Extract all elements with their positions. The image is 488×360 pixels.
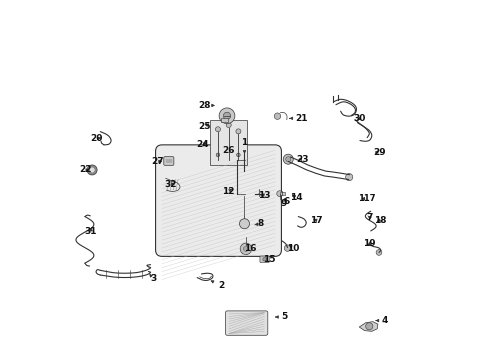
FancyBboxPatch shape	[210, 121, 246, 165]
Text: 5: 5	[275, 312, 287, 321]
Circle shape	[365, 323, 372, 330]
FancyBboxPatch shape	[155, 145, 281, 256]
Text: 14: 14	[289, 193, 302, 202]
Circle shape	[219, 108, 234, 124]
Text: 117: 117	[358, 194, 375, 203]
Circle shape	[226, 122, 231, 127]
Text: 7: 7	[366, 213, 372, 222]
Text: 25: 25	[198, 122, 210, 131]
Bar	[279, 192, 284, 195]
Text: 32: 32	[164, 180, 177, 189]
Circle shape	[243, 246, 248, 251]
Text: 17: 17	[309, 216, 322, 225]
Text: 20: 20	[90, 134, 103, 143]
Text: 19: 19	[362, 239, 375, 248]
Circle shape	[240, 243, 251, 255]
Circle shape	[216, 153, 219, 157]
Text: 4: 4	[375, 316, 387, 325]
Text: 22: 22	[80, 166, 92, 175]
Circle shape	[345, 174, 352, 181]
Text: 24: 24	[196, 140, 208, 149]
Circle shape	[215, 127, 220, 132]
Polygon shape	[359, 321, 377, 331]
Circle shape	[283, 154, 293, 164]
Text: 15: 15	[262, 255, 275, 264]
Circle shape	[375, 249, 381, 255]
Text: 8: 8	[254, 219, 263, 228]
Circle shape	[87, 165, 97, 175]
Circle shape	[90, 168, 94, 172]
Text: 28: 28	[198, 101, 214, 110]
Circle shape	[239, 219, 249, 229]
Text: 13: 13	[258, 190, 270, 199]
Text: 6: 6	[283, 197, 289, 206]
FancyBboxPatch shape	[260, 256, 269, 262]
Bar	[221, 118, 228, 122]
Text: 26: 26	[222, 146, 234, 155]
Text: 1: 1	[241, 138, 247, 153]
Text: 9: 9	[280, 199, 286, 208]
Text: 23: 23	[296, 155, 308, 164]
Circle shape	[284, 245, 290, 251]
Circle shape	[223, 112, 230, 120]
Text: 21: 21	[289, 114, 307, 123]
Circle shape	[285, 157, 290, 162]
Circle shape	[236, 153, 240, 157]
Circle shape	[262, 257, 266, 261]
Text: 2: 2	[211, 281, 224, 290]
FancyBboxPatch shape	[225, 311, 267, 335]
Text: 3: 3	[149, 274, 156, 283]
Text: 12: 12	[222, 187, 234, 196]
Circle shape	[235, 129, 241, 134]
FancyBboxPatch shape	[163, 157, 174, 165]
Text: 10: 10	[286, 244, 299, 253]
Circle shape	[276, 191, 282, 197]
Text: 31: 31	[84, 228, 97, 237]
Circle shape	[274, 113, 280, 120]
Text: 18: 18	[373, 216, 386, 225]
Text: 29: 29	[373, 148, 386, 157]
Text: 16: 16	[243, 244, 256, 253]
Text: 27: 27	[151, 157, 163, 166]
Text: 30: 30	[353, 114, 366, 123]
